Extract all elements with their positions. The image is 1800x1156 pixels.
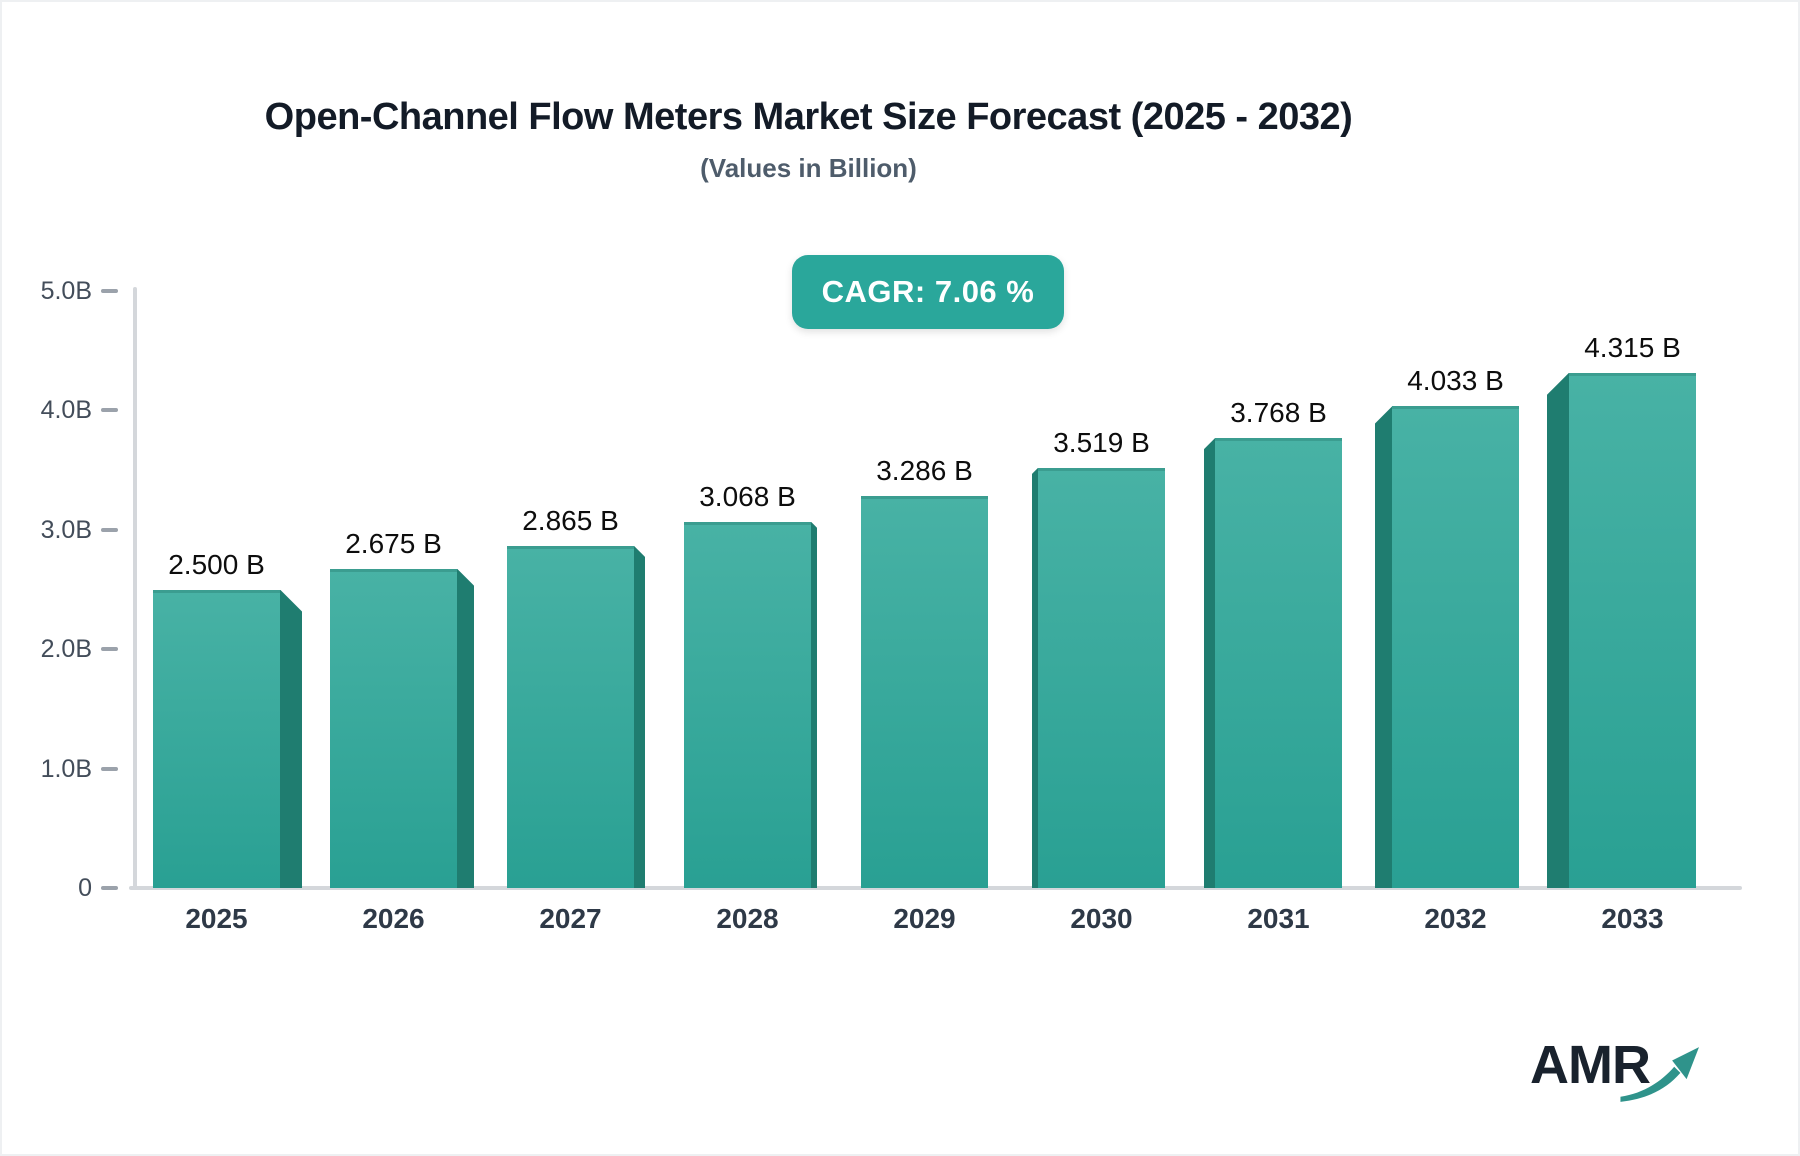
y-axis-tick xyxy=(101,408,118,413)
bar-face xyxy=(153,589,280,888)
bar-face xyxy=(1215,438,1342,888)
y-axis-label: 1.0B xyxy=(40,754,92,783)
bar-side-3d xyxy=(280,589,302,888)
bar-face xyxy=(330,568,457,888)
y-axis-tick xyxy=(101,647,118,652)
bar-value-label: 2.675 B xyxy=(345,527,442,559)
bar-column: 2.500 B xyxy=(128,291,305,888)
bar-value-label: 3.286 B xyxy=(876,454,973,486)
y-axis-label: 5.0B xyxy=(40,277,92,305)
y-axis-tick xyxy=(101,766,118,771)
x-axis-label: 2025 xyxy=(185,903,248,934)
growth-arrow-icon xyxy=(1620,1047,1699,1102)
bar-value-label: 3.768 B xyxy=(1230,397,1327,429)
bar-column: 3.768 B xyxy=(1190,291,1367,888)
bar-2027: 2.865 B xyxy=(482,505,659,888)
bar-value-label: 4.033 B xyxy=(1407,365,1504,397)
x-axis-label: 2029 xyxy=(893,903,956,934)
y-axis-label: 3.0B xyxy=(40,515,92,544)
y-axis-line xyxy=(133,287,137,888)
x-axis-label: 2030 xyxy=(1070,903,1133,934)
bar-2026: 2.675 B xyxy=(305,528,482,888)
bar-side-3d xyxy=(1204,438,1215,888)
y-axis-tick xyxy=(101,289,118,293)
x-axis-label: 2031 xyxy=(1247,903,1310,934)
cagr-badge-text: CAGR: 7.06 % xyxy=(821,274,1035,309)
bar-value-label: 2.865 B xyxy=(522,504,619,536)
x-axis-line xyxy=(129,886,1742,890)
x-axis-label: 2032 xyxy=(1424,903,1487,934)
bar-side-3d xyxy=(1032,467,1038,888)
y-axis-label: 0 xyxy=(78,874,92,902)
chart-title: Open-Channel Flow Meters Market Size For… xyxy=(264,96,1353,138)
bar-side-3d xyxy=(811,521,817,888)
bar-2031: 3.768 B xyxy=(1190,397,1367,888)
amr-logo-text: AMR xyxy=(1530,1035,1651,1095)
bar-column: 2.675 B xyxy=(305,291,482,888)
bar-2028: 3.068 B xyxy=(659,481,836,888)
y-axis-tick xyxy=(101,886,118,890)
x-axis-label: 2026 xyxy=(362,903,425,934)
bar-value-label: 2.500 B xyxy=(168,548,265,580)
bar-2033: 4.315 B xyxy=(1544,332,1721,888)
bar-column: 4.315 B xyxy=(1544,291,1721,888)
bar-face xyxy=(684,521,811,888)
bar-column: 3.068 B xyxy=(659,291,836,888)
bar-2032: 4.033 B xyxy=(1367,365,1544,888)
y-axis-label: 2.0B xyxy=(40,635,92,664)
chart-subtitle: (Values in Billion) xyxy=(700,153,917,183)
bar-value-label: 3.068 B xyxy=(699,480,796,512)
bar-column: 3.519 B xyxy=(1013,291,1190,888)
bar-side-3d xyxy=(1375,406,1392,888)
bar-side-3d xyxy=(1547,372,1569,888)
bar-2025: 2.500 B xyxy=(128,549,305,888)
bar-2029: 3.286 B xyxy=(836,455,1013,888)
x-axis-label: 2028 xyxy=(716,903,779,934)
bars-area: 2.500 B 2.675 B 2.865 B 3.068 B 3.286 B 3.519… xyxy=(128,291,1721,888)
bar-2030: 3.519 B xyxy=(1013,427,1190,888)
y-axis-tick xyxy=(101,527,118,532)
amr-logo: AMR xyxy=(1530,1038,1740,1124)
bar-column: 3.286 B xyxy=(836,291,1013,888)
bar-face xyxy=(1392,406,1519,888)
bar-side-3d xyxy=(457,568,474,888)
y-axis-label: 4.0B xyxy=(40,396,92,425)
chart-heading: Open-Channel Flow Meters Market Size For… xyxy=(2,96,1615,184)
bar-face xyxy=(1038,467,1165,888)
cagr-badge: CAGR: 7.06 % xyxy=(792,255,1064,329)
bar-face xyxy=(507,545,634,888)
bar-side-3d xyxy=(634,545,645,888)
x-axis-label: 2033 xyxy=(1601,903,1664,934)
x-axis-label: 2027 xyxy=(539,903,602,934)
bar-value-label: 3.519 B xyxy=(1053,426,1150,458)
bar-value-label: 4.315 B xyxy=(1584,331,1681,363)
bar-column: 4.033 B xyxy=(1367,291,1544,888)
bar-face xyxy=(1569,372,1696,888)
bar-column: 2.865 B xyxy=(482,291,659,888)
bar-face xyxy=(861,495,988,888)
